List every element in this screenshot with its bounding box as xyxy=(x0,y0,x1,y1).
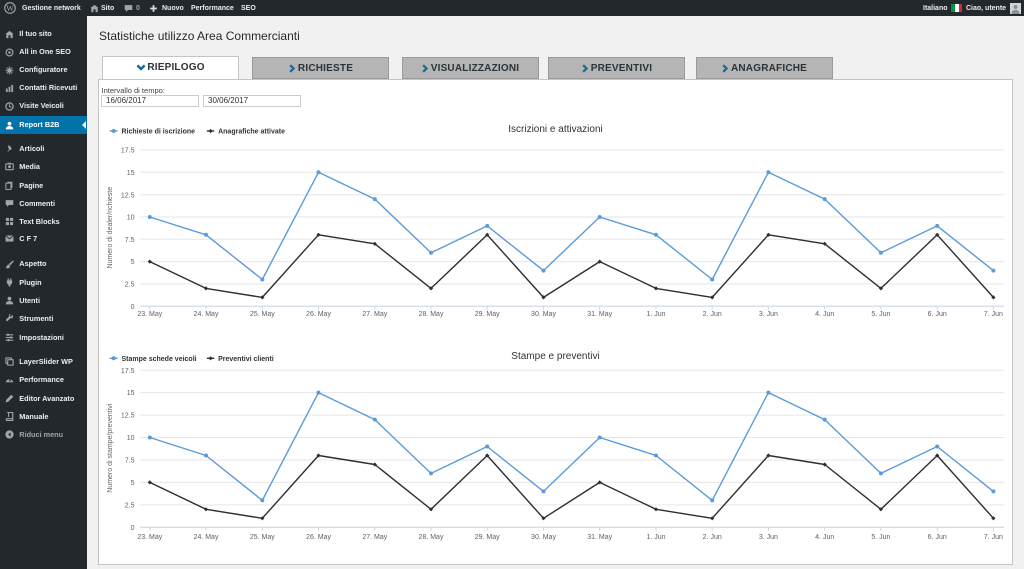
svg-text:1. Jun: 1. Jun xyxy=(646,534,665,541)
svg-text:27. May: 27. May xyxy=(362,311,387,318)
svg-text:30. May: 30. May xyxy=(531,311,556,318)
svg-text:12.5: 12.5 xyxy=(121,413,135,420)
svg-text:4. Jun: 4. Jun xyxy=(815,534,834,541)
svg-text:0: 0 xyxy=(131,525,135,532)
svg-text:Richieste di iscrizione: Richieste di iscrizione xyxy=(122,129,196,136)
svg-text:7. Jun: 7. Jun xyxy=(984,311,1003,318)
svg-text:15: 15 xyxy=(127,170,135,177)
svg-text:5. Jun: 5. Jun xyxy=(871,311,890,318)
svg-text:27. May: 27. May xyxy=(362,534,387,541)
svg-text:7.5: 7.5 xyxy=(125,458,135,465)
svg-text:6. Jun: 6. Jun xyxy=(928,534,947,541)
svg-text:2. Jun: 2. Jun xyxy=(703,311,722,318)
svg-text:Numero di dealer/richieste: Numero di dealer/richieste xyxy=(107,187,114,269)
svg-text:23. May: 23. May xyxy=(137,311,162,318)
svg-text:28. May: 28. May xyxy=(419,311,444,318)
svg-text:1. Jun: 1. Jun xyxy=(646,311,665,318)
svg-text:Iscrizioni e attivazioni: Iscrizioni e attivazioni xyxy=(508,124,602,135)
svg-text:5: 5 xyxy=(131,259,135,266)
svg-text:29. May: 29. May xyxy=(475,534,500,541)
svg-text:Stampe schede veicoli: Stampe schede veicoli xyxy=(122,356,197,363)
svg-text:5. Jun: 5. Jun xyxy=(871,534,890,541)
svg-text:6. Jun: 6. Jun xyxy=(928,311,947,318)
svg-text:26. May: 26. May xyxy=(306,311,331,318)
svg-text:3. Jun: 3. Jun xyxy=(759,534,778,541)
svg-text:2. Jun: 2. Jun xyxy=(703,534,722,541)
svg-text:5: 5 xyxy=(131,480,135,487)
svg-text:12.5: 12.5 xyxy=(121,192,135,199)
svg-text:24. May: 24. May xyxy=(194,311,219,318)
svg-text:24. May: 24. May xyxy=(194,534,219,541)
svg-text:28. May: 28. May xyxy=(419,534,444,541)
svg-text:25. May: 25. May xyxy=(250,534,275,541)
svg-text:4. Jun: 4. Jun xyxy=(815,311,834,318)
svg-text:15: 15 xyxy=(127,390,135,397)
svg-text:0: 0 xyxy=(131,304,135,311)
svg-text:Anagrafiche attivate: Anagrafiche attivate xyxy=(218,129,285,136)
svg-text:31. May: 31. May xyxy=(587,534,612,541)
svg-text:23. May: 23. May xyxy=(137,534,162,541)
svg-text:7. Jun: 7. Jun xyxy=(984,534,1003,541)
svg-text:Stampe e preventivi: Stampe e preventivi xyxy=(511,351,599,362)
svg-text:Numero di stampe/preventivi: Numero di stampe/preventivi xyxy=(107,403,114,493)
svg-text:10: 10 xyxy=(127,215,135,222)
svg-text:17.5: 17.5 xyxy=(121,148,135,155)
svg-text:2.5: 2.5 xyxy=(125,503,135,510)
svg-text:2.5: 2.5 xyxy=(125,282,135,289)
svg-text:3. Jun: 3. Jun xyxy=(759,311,778,318)
svg-text:26. May: 26. May xyxy=(306,534,331,541)
svg-text:17.5: 17.5 xyxy=(121,368,135,375)
svg-text:Preventivi clienti: Preventivi clienti xyxy=(218,356,274,363)
svg-text:7.5: 7.5 xyxy=(125,237,135,244)
svg-text:30. May: 30. May xyxy=(531,534,556,541)
svg-text:29. May: 29. May xyxy=(475,311,500,318)
svg-text:10: 10 xyxy=(127,435,135,442)
svg-text:31. May: 31. May xyxy=(587,311,612,318)
svg-text:25. May: 25. May xyxy=(250,311,275,318)
svg-text:W: W xyxy=(6,4,14,13)
